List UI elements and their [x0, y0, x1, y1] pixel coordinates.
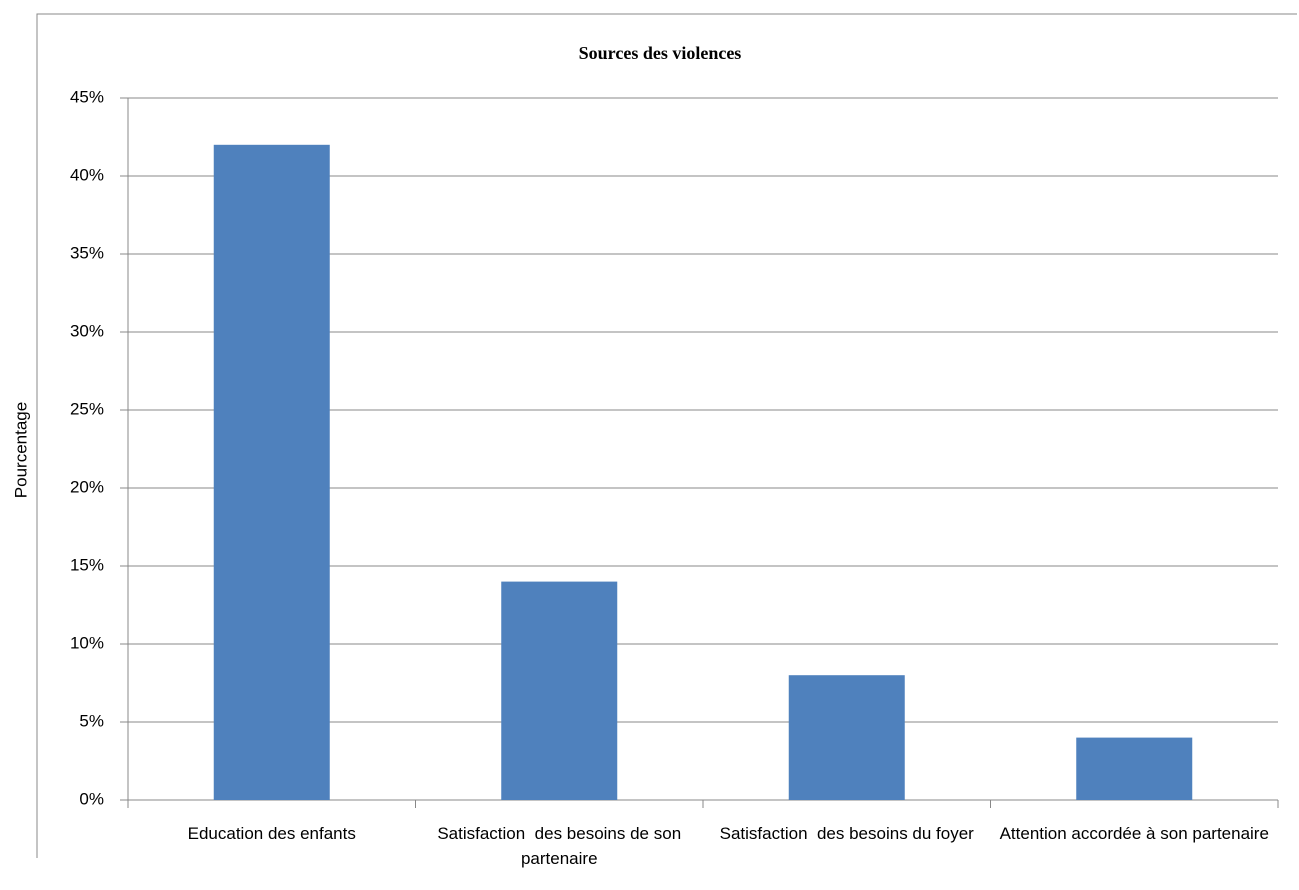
- bar: [1076, 737, 1193, 800]
- x-tick-label: Satisfaction des besoins du foyer: [719, 824, 974, 843]
- x-tick-label: Attention accordée à son partenaire: [999, 824, 1269, 843]
- y-tick-label: 0%: [79, 789, 104, 808]
- y-tick-label: 25%: [70, 399, 104, 418]
- chart-border: [36, 13, 1297, 858]
- chart-title: Sources des violences: [579, 43, 742, 63]
- bar: [501, 581, 618, 800]
- x-tick-label: Satisfaction des besoins de son partenai…: [437, 824, 686, 868]
- y-tick-label: 30%: [70, 321, 104, 340]
- y-tick-label: 20%: [70, 477, 104, 496]
- bar: [213, 144, 330, 801]
- y-tick-label: 35%: [70, 243, 104, 262]
- y-tick-label: 5%: [79, 711, 104, 730]
- y-tick-label: 40%: [70, 165, 104, 184]
- bar: [788, 675, 905, 800]
- x-tick-label: Education des enfants: [187, 824, 356, 843]
- y-tick-label: 45%: [70, 87, 104, 106]
- y-tick-label: 15%: [70, 555, 104, 574]
- y-tick-label: 10%: [70, 633, 104, 652]
- y-axis-label: Pourcentage: [11, 402, 30, 498]
